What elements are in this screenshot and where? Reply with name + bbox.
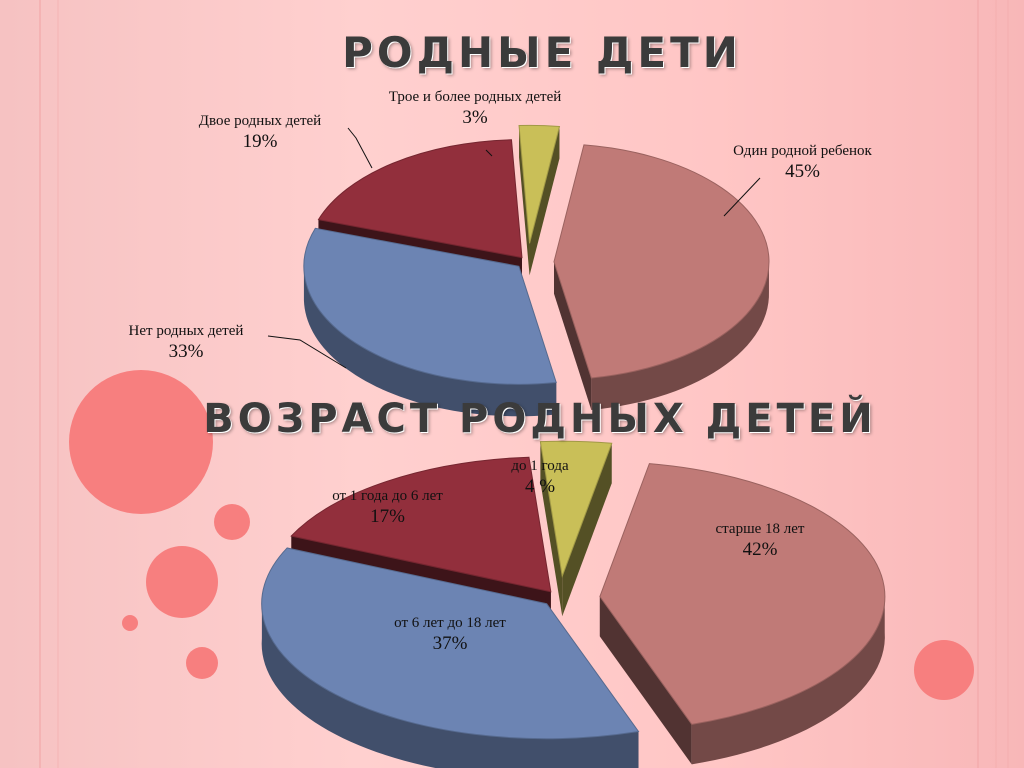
pie-slice-top-2	[261, 547, 640, 740]
pie-slice-1	[553, 144, 770, 410]
slice-pct-6-to-18: 37%	[432, 633, 468, 654]
pie-slice-wall-4-2	[529, 126, 560, 276]
slice-pct-three-plus: 3%	[462, 107, 488, 128]
slice-pct-over-18: 42%	[742, 539, 778, 560]
slice-pct-under-1: 4 %	[524, 476, 556, 497]
leader-no-children	[267, 335, 347, 369]
pie-slice-top-4	[518, 124, 561, 244]
pie-slice-wall-1-2	[553, 261, 592, 410]
deco-circle-small	[214, 504, 250, 540]
pie-slice-top-1	[553, 144, 770, 379]
pie-slice-1	[599, 463, 886, 765]
leader-three-plus	[485, 149, 493, 157]
pie-slice-top-4	[539, 440, 613, 579]
slice-label-under-1: до 1 года 4 %	[490, 457, 590, 498]
deco-circle-large	[69, 370, 213, 514]
slice-label-6-to-18: от 6 лет до 18 лет 37%	[360, 614, 540, 655]
pie-slice-2	[261, 547, 640, 768]
slice-label-1-to-6: от 1 года до 6 лет 17%	[300, 487, 475, 528]
pie-slice-top-1	[599, 463, 886, 725]
pie-slice-rim-2	[303, 264, 557, 417]
pie-slice-top-2	[303, 227, 557, 385]
deco-circle-right	[914, 640, 974, 700]
slice-pct-1-to-6: 17%	[370, 506, 405, 527]
pie-slice-top-3	[317, 139, 523, 259]
chart-title-children-age: ВОЗРАСТ РОДНЫХ ДЕТЕЙ	[203, 396, 877, 442]
slice-label-over-18: старше 18 лет 42%	[690, 520, 830, 561]
pie-slice-4	[539, 440, 613, 617]
pie-slice-rim-1	[691, 592, 885, 765]
pie-slice-2	[303, 227, 557, 417]
slice-pct-two-children: 19%	[242, 131, 278, 152]
pie-slice-wall-4-2	[562, 443, 612, 617]
pie-slice-rim-1	[591, 259, 769, 410]
slice-pct-one-child: 45%	[785, 161, 820, 182]
pie-slice-rim-2	[261, 598, 639, 768]
leader-one-child	[723, 177, 761, 217]
slice-label-no-children: Нет родных детей 33%	[96, 322, 276, 363]
deco-circle-tiny	[122, 615, 138, 631]
leader-two-children	[347, 127, 373, 169]
pie-slice-wall-4-1	[540, 441, 563, 617]
chart-title-native-children: РОДНЫЕ ДЕТИ	[342, 28, 742, 77]
pie-slice-4	[518, 124, 561, 276]
pie-slice-top-3	[290, 456, 552, 593]
pie-slice-wall-1-2	[599, 596, 692, 765]
deco-circle-mid	[146, 546, 218, 618]
slice-label-three-plus: Трое и более родных детей 3%	[380, 88, 570, 129]
slice-pct-no-children: 33%	[168, 341, 204, 362]
pie-slice-wall-4-1	[519, 125, 530, 276]
deco-circle-bottom	[186, 647, 218, 679]
slice-label-one-child: Один родной ребенок 45%	[730, 142, 875, 183]
slice-label-two-children: Двое родных детей 19%	[170, 112, 350, 153]
